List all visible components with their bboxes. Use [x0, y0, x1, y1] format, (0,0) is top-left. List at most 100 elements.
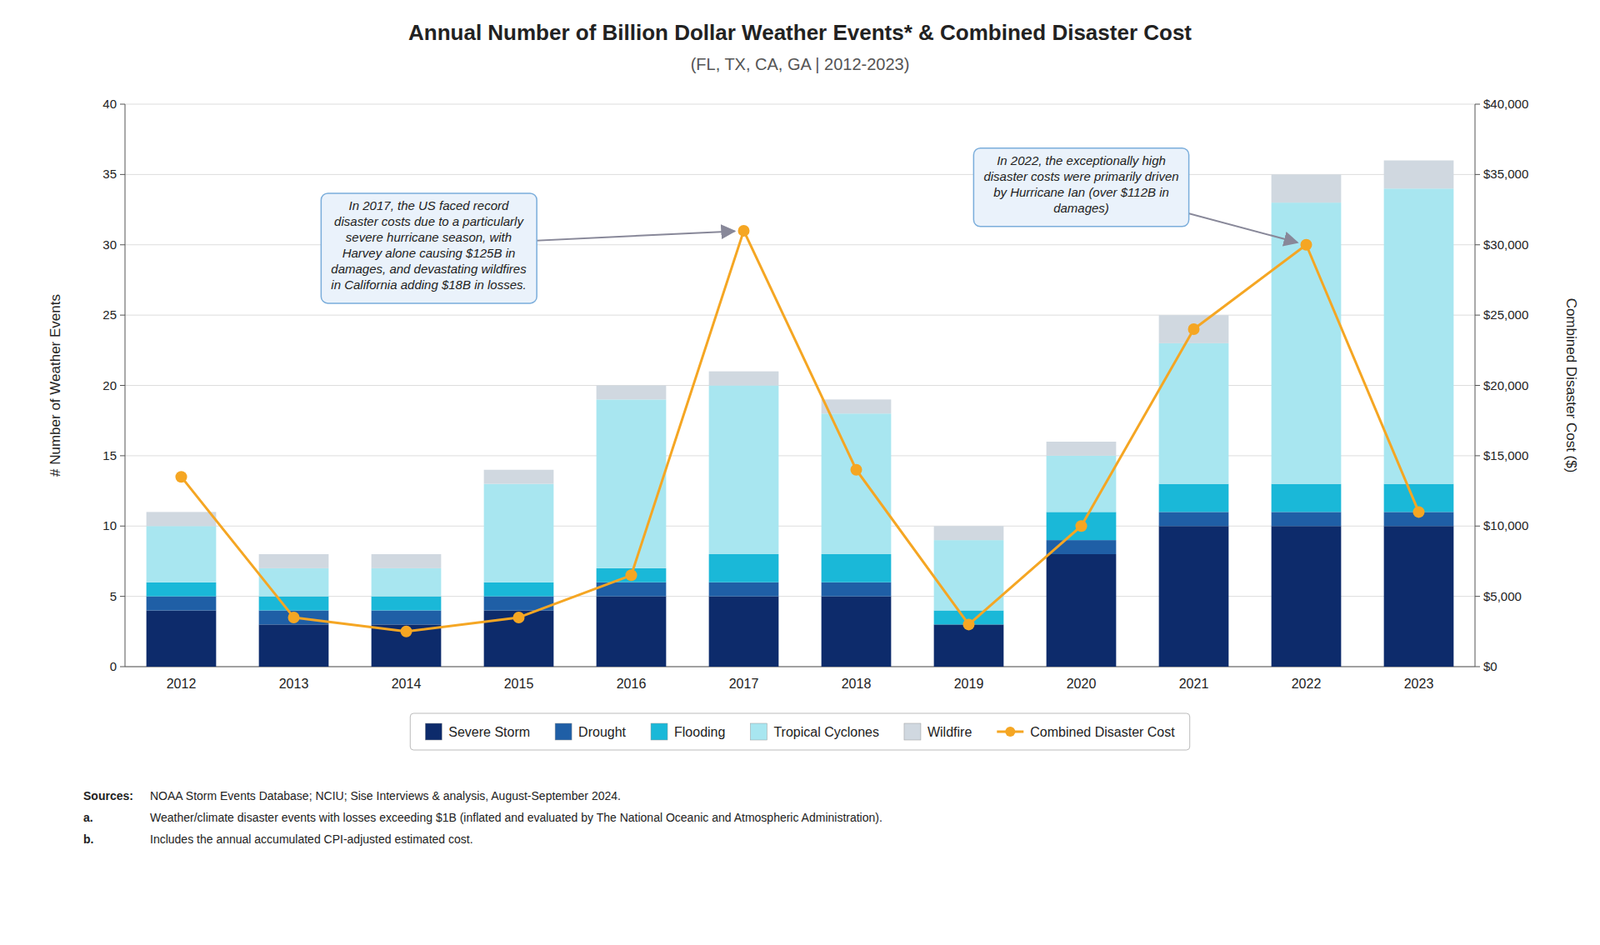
annotation-text: In 2017, the US faced recorddisaster cos…	[330, 198, 527, 292]
note-label: a.	[83, 810, 94, 825]
bar	[821, 399, 892, 414]
notes: Sources:NOAA Storm Events Database; NCIU…	[83, 789, 883, 846]
x-tick-label: 2016	[616, 676, 647, 691]
bar	[259, 568, 330, 597]
y-tick-label: 20	[102, 378, 117, 393]
legend-swatch	[650, 723, 668, 740]
annotation-box	[973, 148, 1189, 227]
bar	[1271, 484, 1342, 513]
y-tick	[120, 315, 125, 316]
annotation-line: In 2022, the exceptionally high	[996, 153, 1166, 168]
bar	[484, 484, 555, 583]
y-tick-label: 35	[102, 166, 117, 181]
line	[181, 230, 1420, 632]
y-tick-label: 40	[102, 96, 117, 111]
bar	[1046, 554, 1117, 667]
x-tick-label: 2019	[954, 676, 985, 691]
y2-tick	[1475, 455, 1480, 456]
x-tick-label: 2015	[504, 676, 535, 691]
y-tick	[120, 595, 125, 597]
bar	[259, 554, 330, 569]
bar	[146, 525, 217, 583]
annotations: In 2017, the US faced recorddisaster cos…	[320, 148, 1298, 304]
note-text: Includes the annual accumulated CPI-adju…	[150, 832, 474, 846]
y2-tick	[1475, 385, 1480, 386]
bar	[1159, 343, 1230, 485]
note-label: Sources:	[83, 789, 134, 803]
x-tick-label: 2022	[1291, 676, 1322, 691]
bar	[1159, 511, 1230, 526]
y2-tick-label: $0	[1483, 659, 1498, 674]
bar	[146, 511, 217, 526]
bar	[1271, 525, 1342, 667]
bar	[1384, 525, 1455, 667]
legend-swatch	[750, 723, 767, 740]
y-tick-label: 30	[102, 237, 117, 252]
legend-label: Combined Disaster Cost	[1030, 725, 1175, 740]
annotation-line: damages)	[1053, 200, 1110, 215]
bar	[146, 582, 217, 597]
bar	[1046, 511, 1117, 540]
y2-tick	[1475, 595, 1480, 597]
bar	[934, 624, 1005, 667]
note-text: Weather/climate disaster events with los…	[150, 810, 883, 825]
note-label: b.	[83, 832, 94, 846]
bar	[371, 554, 442, 569]
bar	[1384, 160, 1455, 190]
legend-label: Drought	[578, 725, 626, 740]
bar	[146, 596, 217, 611]
y2-tick	[1475, 525, 1480, 527]
bar	[484, 470, 555, 485]
bar	[484, 582, 555, 597]
bar	[596, 399, 667, 569]
bar	[146, 610, 217, 668]
y-tick	[120, 666, 125, 668]
bar	[259, 610, 330, 625]
annotation-line: In 2017, the US faced record	[349, 198, 510, 213]
y-tick-label: 5	[110, 589, 117, 604]
plot-marks	[146, 160, 1455, 668]
bar	[371, 624, 442, 667]
y2-tick	[1475, 104, 1480, 105]
line-marker	[1413, 505, 1425, 518]
y-tick	[120, 525, 125, 527]
x-tick-label: 2012	[166, 676, 197, 691]
line-marker	[738, 225, 750, 237]
bar	[934, 540, 1005, 610]
bar	[371, 568, 442, 597]
y-axis-line	[125, 104, 126, 667]
annotation-line: by Hurricane Ian (over $112B in	[993, 185, 1170, 200]
legend-swatch	[555, 723, 572, 740]
y-tick-label: 25	[102, 307, 117, 322]
y-tick	[120, 244, 125, 245]
bar	[596, 385, 667, 400]
legend-label: Severe Storm	[448, 725, 530, 740]
y-tick-label: 15	[102, 448, 117, 463]
bar	[709, 554, 780, 583]
x-tick-label: 2023	[1404, 676, 1435, 691]
bar	[1384, 188, 1455, 484]
y2-tick-label: $35,000	[1483, 166, 1529, 181]
legend-label: Wildfire	[927, 725, 972, 740]
bar	[596, 596, 667, 667]
line-marker	[1188, 323, 1200, 335]
line-marker	[175, 470, 188, 483]
y2-axis-line	[1475, 104, 1476, 667]
line-marker	[513, 611, 525, 624]
y2-tick-label: $40,000	[1483, 96, 1529, 111]
legend: Severe StormDroughtFloodingTropical Cycl…	[410, 713, 1190, 750]
bar	[1046, 441, 1117, 456]
axes: 0510152025303540$0$5,000$10,000$15,000$2…	[102, 96, 1529, 691]
bar	[709, 385, 780, 555]
line-marker	[1075, 520, 1088, 532]
y-tick	[120, 455, 125, 456]
annotation-line: damages, and devastating wildfires	[330, 261, 527, 276]
legend-label: Flooding	[674, 725, 725, 740]
y-axis-label: # Number of Weather Events	[47, 294, 64, 477]
x-tick-label: 2017	[729, 676, 760, 691]
x-tick-label: 2020	[1066, 676, 1097, 691]
y-tick-label: 10	[102, 518, 117, 533]
annotation-line: in California adding $18B in losses.	[330, 277, 526, 292]
legend-swatch	[904, 723, 921, 740]
y-tick	[120, 174, 125, 175]
